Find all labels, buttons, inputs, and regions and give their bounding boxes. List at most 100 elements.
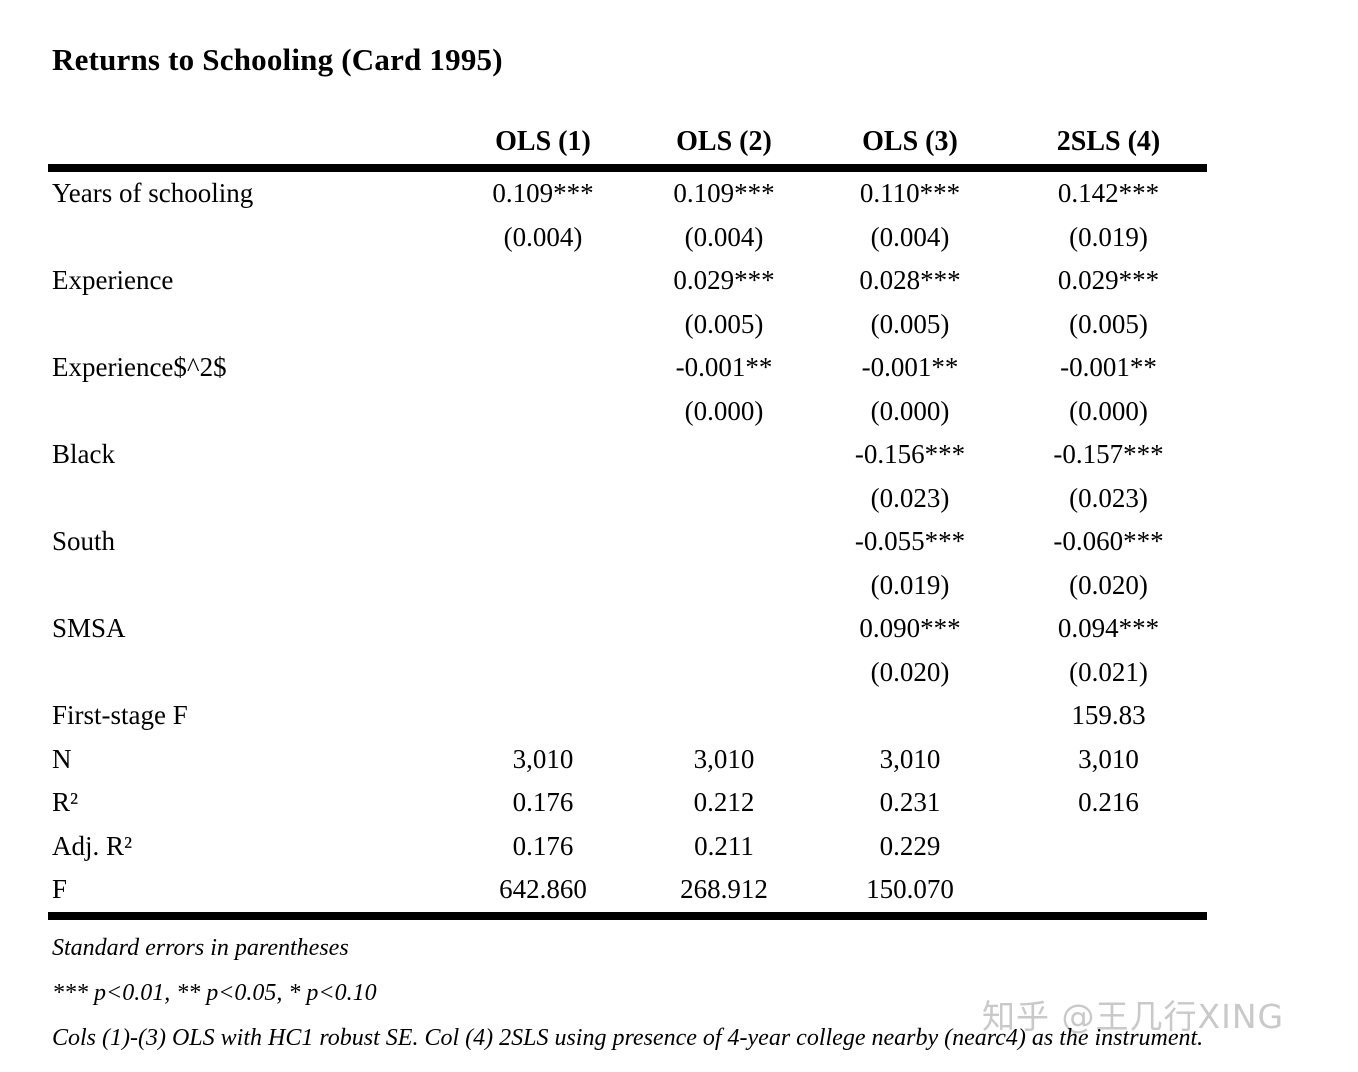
cell-value: (0.019) (870, 569, 950, 600)
cell-value (448, 520, 638, 564)
cell-value: 0.094*** (1057, 613, 1160, 643)
table-row: Black -0.156*** -0.157*** (48, 433, 1207, 477)
row-label (48, 477, 448, 521)
cell-value: 0.142*** (1057, 178, 1160, 208)
note-standard-errors: Standard errors in parentheses (52, 935, 349, 961)
cell-value: (0.004) (684, 221, 764, 252)
table-notes: Standard errors in parentheses *** p<0.0… (52, 926, 1203, 1061)
table-row: (0.023) (0.023) (48, 477, 1207, 521)
cell-value (638, 651, 810, 695)
row-label: F (48, 868, 448, 920)
table-title: Returns to Schooling (Card 1995) (52, 42, 503, 77)
row-label (48, 651, 448, 695)
header-model-column: OLS (3) (810, 122, 1010, 172)
regression-table: OLS (1) OLS (2) OLS (3) 2SLS (4) Years of s… (48, 122, 1207, 920)
cell-value: 3,010 (693, 743, 755, 774)
cell-value: 0.090*** (859, 613, 961, 643)
cell-value: 0.176 (512, 787, 574, 817)
row-label: SMSA (52, 613, 126, 643)
table-row: (0.019) (0.020) (48, 564, 1207, 608)
cell-value: (0.005) (870, 308, 950, 339)
note-estimation-method: Cols (1)-(3) OLS with HC1 robust SE. Col… (52, 1025, 1204, 1051)
cell-value (448, 651, 638, 695)
row-label: Adj. R² (52, 830, 133, 861)
cell-value (638, 477, 810, 521)
table-row: N 3,010 3,010 3,010 3,010 (48, 738, 1207, 782)
row-label (48, 303, 448, 347)
cell-value: (0.019) (1069, 221, 1148, 252)
table-row: Experience 0.029*** 0.028*** 0.029*** (48, 259, 1207, 303)
cell-value: 0.212 (693, 787, 755, 817)
cell-value: (0.020) (870, 656, 950, 687)
row-label (48, 390, 448, 434)
cell-value (448, 607, 638, 651)
row-label: Experience$^2$ (52, 352, 227, 382)
row-label: R² (52, 787, 79, 817)
row-label: Black (52, 439, 115, 469)
cell-value: (0.020) (1069, 569, 1148, 600)
table-row: South -0.055*** -0.060*** (48, 520, 1207, 564)
row-label: Years of schooling (52, 178, 254, 208)
cell-value (448, 346, 638, 390)
cell-value: 0.109*** (492, 178, 594, 208)
cell-value (638, 520, 810, 564)
table-header: OLS (1) OLS (2) OLS (3) 2SLS (4) (48, 122, 1207, 172)
table-row: SMSA 0.090*** 0.094*** (48, 607, 1207, 651)
table-row: (0.004) (0.004) (0.004) (0.019) (48, 216, 1207, 260)
table-row: (0.005) (0.005) (0.005) (48, 303, 1207, 347)
cell-value (448, 303, 638, 347)
cell-value: -0.001** (675, 352, 773, 382)
cell-value (448, 433, 638, 477)
table-body: Years of schooling 0.109*** 0.109*** 0.110*… (48, 168, 1207, 920)
row-label: N (52, 743, 72, 774)
row-label: Experience (52, 265, 174, 295)
cell-value (638, 694, 810, 738)
cell-value (638, 607, 810, 651)
cell-value: (0.023) (1069, 482, 1148, 513)
table-row: First-stage F 159.83 (48, 694, 1207, 738)
cell-value: 642.860 (448, 868, 638, 920)
cell-value (1010, 825, 1207, 869)
cell-value (448, 390, 638, 434)
cell-value (448, 564, 638, 608)
cell-value: (0.021) (1069, 656, 1148, 687)
cell-value: 0.229 (879, 830, 941, 861)
cell-value: (0.023) (870, 482, 950, 513)
cell-value: (0.000) (684, 395, 764, 426)
cell-value: 0.231 (879, 787, 941, 817)
cell-value: (0.004) (870, 221, 950, 252)
cell-value: -0.156*** (854, 439, 966, 469)
table-row: F 642.860 268.912 150.070 (48, 868, 1207, 920)
cell-value (638, 564, 810, 608)
watermark-zhihu: 知乎 @王几行XING (982, 997, 1285, 1036)
cell-value: 0.109*** (673, 178, 775, 208)
table-row: Experience$^2$ -0.001** -0.001** -0.001** (48, 346, 1207, 390)
cell-value: (0.000) (870, 395, 950, 426)
row-label (48, 216, 448, 260)
cell-value (448, 694, 638, 738)
note-significance-levels: *** p<0.01, ** p<0.05, * p<0.10 (52, 980, 377, 1006)
header-model-column: OLS (2) (638, 122, 810, 172)
row-label: First-stage F (52, 700, 188, 730)
table-row: Adj. R² 0.176 0.211 0.229 (48, 825, 1207, 869)
header-row: OLS (1) OLS (2) OLS (3) 2SLS (4) (48, 122, 1207, 172)
row-label: South (52, 526, 116, 556)
cell-value: (0.004) (503, 221, 583, 252)
cell-value (448, 477, 638, 521)
cell-value: 159.83 (1071, 700, 1146, 730)
cell-value: (0.005) (1069, 308, 1148, 339)
cell-value: 0.176 (512, 830, 574, 861)
cell-value: 0.029*** (673, 265, 775, 295)
cell-value: -0.055*** (854, 526, 966, 556)
cell-value: 0.110*** (859, 178, 961, 208)
cell-value: -0.157*** (1053, 439, 1164, 469)
cell-value: 0.216 (1078, 787, 1139, 817)
cell-value: 0.029*** (1057, 265, 1160, 295)
header-model-column: OLS (1) (448, 122, 638, 172)
table-row: (0.000) (0.000) (0.000) (48, 390, 1207, 434)
cell-value (448, 259, 638, 303)
table-row: Years of schooling 0.109*** 0.109*** 0.110*… (48, 168, 1207, 216)
cell-value: (0.005) (684, 308, 764, 339)
cell-value (810, 694, 1010, 738)
cell-value: 3,010 (879, 743, 941, 774)
